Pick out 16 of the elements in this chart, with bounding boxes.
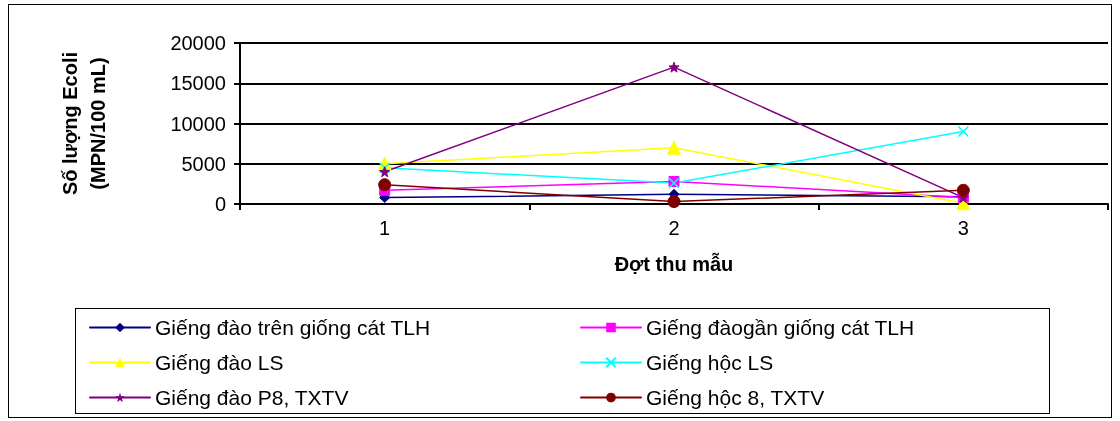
- y-tick-label: 0: [214, 193, 226, 215]
- y-tick-label: 10000: [170, 112, 226, 135]
- legend-label: Giếng đào LS: [155, 351, 284, 374]
- y-tick-label: 5000: [181, 152, 226, 175]
- legend-label: Giếng đào P8, TXTV: [155, 386, 349, 409]
- legend-label: Giếng đào trên giống cát TLH: [155, 316, 431, 339]
- x-tick-label: 1: [379, 217, 391, 239]
- legend-label: Giếng đàogần giống cát TLH: [646, 316, 915, 339]
- y-tick-label: 15000: [170, 72, 226, 95]
- x-tick-label: 3: [957, 217, 969, 239]
- legend-label: Giếng hộc LS: [646, 351, 774, 374]
- x-tick-label: 2: [668, 217, 680, 239]
- legend-label: Giếng hộc 8, TXTV: [646, 386, 825, 409]
- x-axis-title: Đợt thu mẫu: [614, 252, 734, 275]
- y-axis-title: Số lượng Ecoli (MPN/100 mL): [59, 51, 109, 196]
- y-tick-label: 20000: [170, 32, 226, 54]
